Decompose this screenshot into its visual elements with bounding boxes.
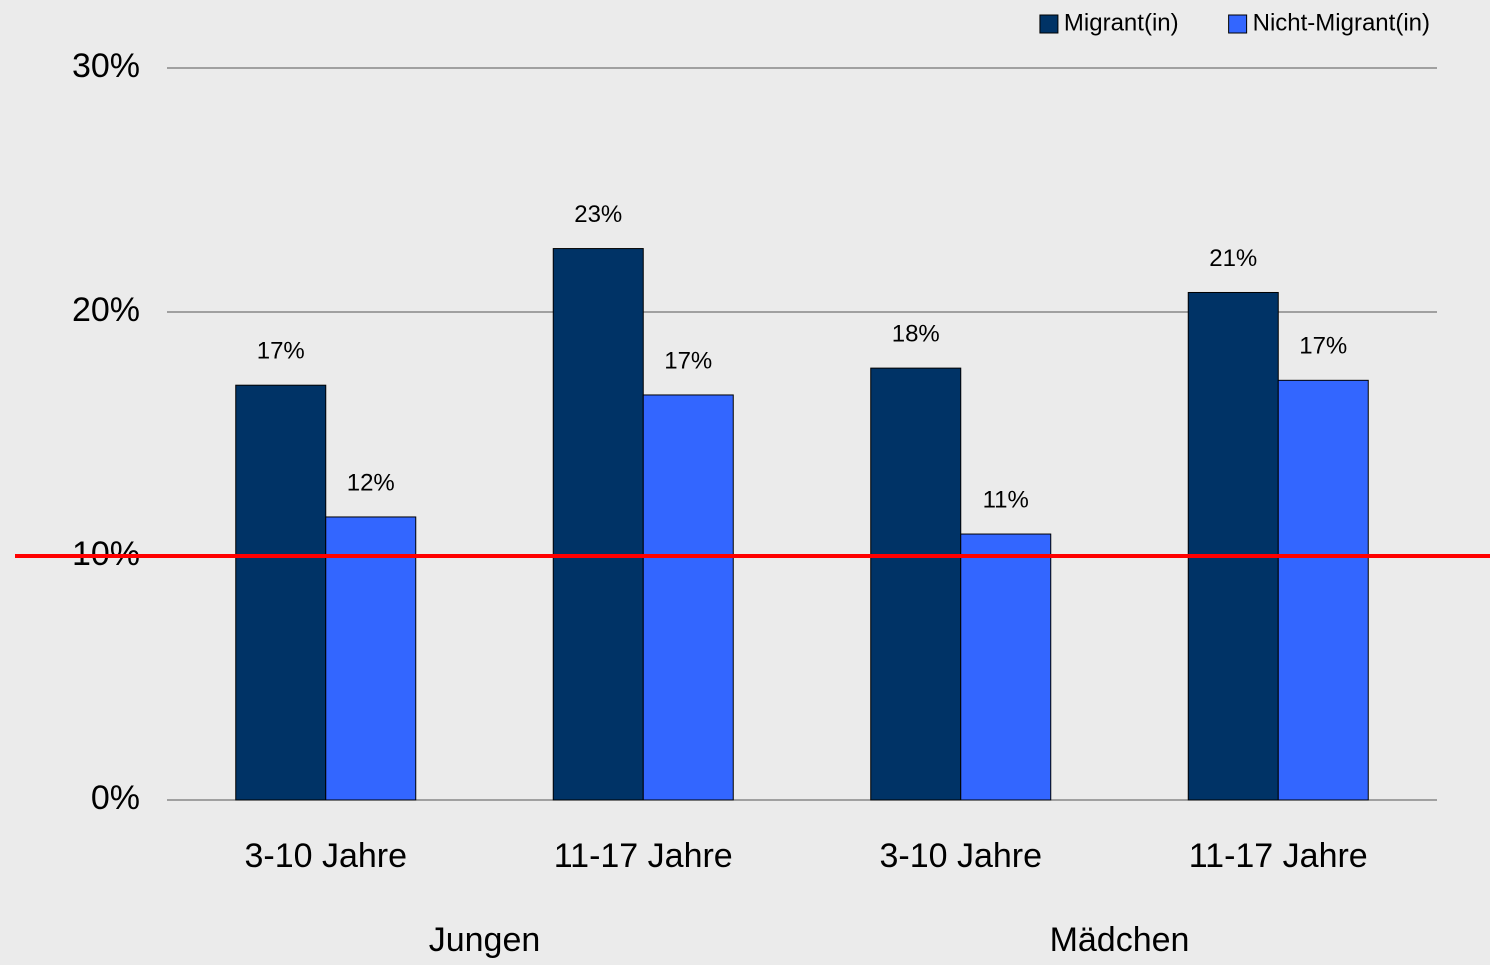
x-tick-label: 3-10 Jahre: [244, 837, 407, 875]
value-label: 17%: [257, 338, 305, 365]
value-label: 11%: [983, 486, 1029, 513]
x-tick-label: 11-17 Jahre: [1189, 837, 1368, 875]
value-label: 17%: [664, 347, 712, 374]
group-label: Jungen: [429, 921, 541, 959]
value-label: 18%: [892, 320, 940, 347]
y-tick-label: 0%: [91, 779, 140, 817]
y-tick-label: 30%: [72, 47, 140, 85]
y-tick-label: 20%: [72, 291, 140, 329]
bar: [552, 248, 644, 801]
legend-label: Nicht-Migrant(in): [1253, 9, 1430, 36]
x-tick-label: 11-17 Jahre: [554, 837, 733, 875]
legend-swatch: [1228, 14, 1248, 34]
bar: [235, 384, 327, 801]
bar: [642, 394, 734, 801]
bar: [870, 367, 962, 801]
y-tick-label: 10%: [72, 535, 140, 573]
bar: [960, 533, 1052, 801]
legend-label: Migrant(in): [1064, 9, 1179, 36]
group-label: Mädchen: [1050, 921, 1190, 959]
value-label: 23%: [574, 201, 622, 228]
legend-swatch: [1039, 14, 1059, 34]
value-label: 17%: [1299, 333, 1347, 360]
bar: [1277, 379, 1369, 801]
bar: [325, 516, 417, 801]
x-tick-label: 3-10 Jahre: [879, 837, 1042, 875]
value-label: 21%: [1209, 245, 1257, 272]
bar: [1187, 291, 1279, 801]
value-label: 12%: [347, 469, 395, 496]
